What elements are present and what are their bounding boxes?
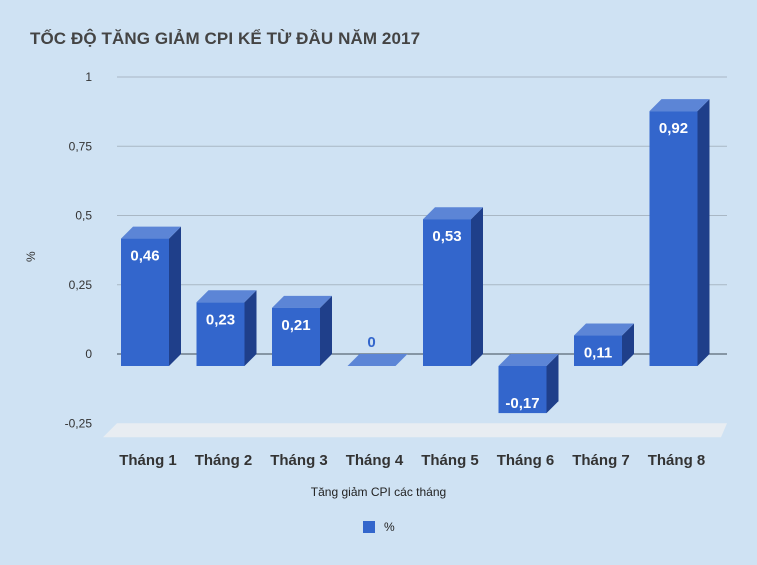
bar-side [169,226,181,366]
bar-top [574,323,634,336]
chart-floor [103,423,727,438]
data-label: 0,11 [584,345,612,362]
y-tick-label: 0,25 [69,278,93,292]
y-tick-label: -0,25 [65,416,93,430]
bar-group: 0 [347,334,408,366]
data-label: -0,17 [505,395,539,412]
y-tick-label: 0 [85,347,92,361]
bar [423,219,471,366]
bar-group: 0,11 [574,323,634,366]
x-tick-label: Tháng 8 [648,452,706,469]
bar-side [697,99,710,366]
data-label: 0,46 [130,248,159,265]
x-tick-label: Tháng 2 [195,452,253,469]
bar [498,366,547,414]
data-label: 0,23 [206,311,235,328]
bar [196,302,245,366]
bar [272,307,320,366]
bar [121,238,169,366]
bar-top [498,354,559,366]
x-tick-label: Tháng 1 [119,452,177,469]
x-tick-label: Tháng 3 [270,452,328,469]
y-tick-label: 0,5 [75,209,92,223]
legend-swatch [363,521,375,533]
bar-group: 0,92 [649,99,710,366]
bar-top [649,99,710,112]
bar-side [320,295,332,366]
bar-top [121,226,181,239]
y-tick-label: 0,75 [69,139,93,153]
bar-side [244,290,257,366]
y-tick-label: 1 [85,70,92,84]
bar [574,335,622,366]
bar-top [272,295,332,308]
bar-group: 0,46 [121,226,181,366]
bar-group: 0,23 [196,290,257,366]
x-tick-label: Tháng 6 [497,452,555,469]
chart-title: TỐC ĐỘ TĂNG GIẢM CPI KỂ TỪ ĐẦU NĂM 2017 [30,29,421,48]
bar-side [622,323,634,366]
bar-group: 0,53 [423,207,483,366]
bar-group: -0,17 [498,354,559,414]
data-label: 0,92 [659,120,688,137]
data-label: 0 [367,334,375,351]
legend: % [363,520,395,534]
x-tick-label: Tháng 7 [572,452,630,469]
data-label: 0,53 [432,228,461,245]
legend-label: % [384,520,395,534]
data-label: 0,21 [281,317,310,334]
bar-side [471,207,483,366]
bar [649,111,698,366]
bar-top [423,207,483,220]
x-tick-label: Tháng 5 [421,452,479,469]
bar-side [546,354,559,414]
x-axis-label: Tăng giảm CPI các tháng [310,485,447,499]
bar-group: 0,21 [272,295,332,366]
bar-top [196,290,257,303]
bar [347,354,408,366]
x-tick-label: Tháng 4 [346,452,404,469]
